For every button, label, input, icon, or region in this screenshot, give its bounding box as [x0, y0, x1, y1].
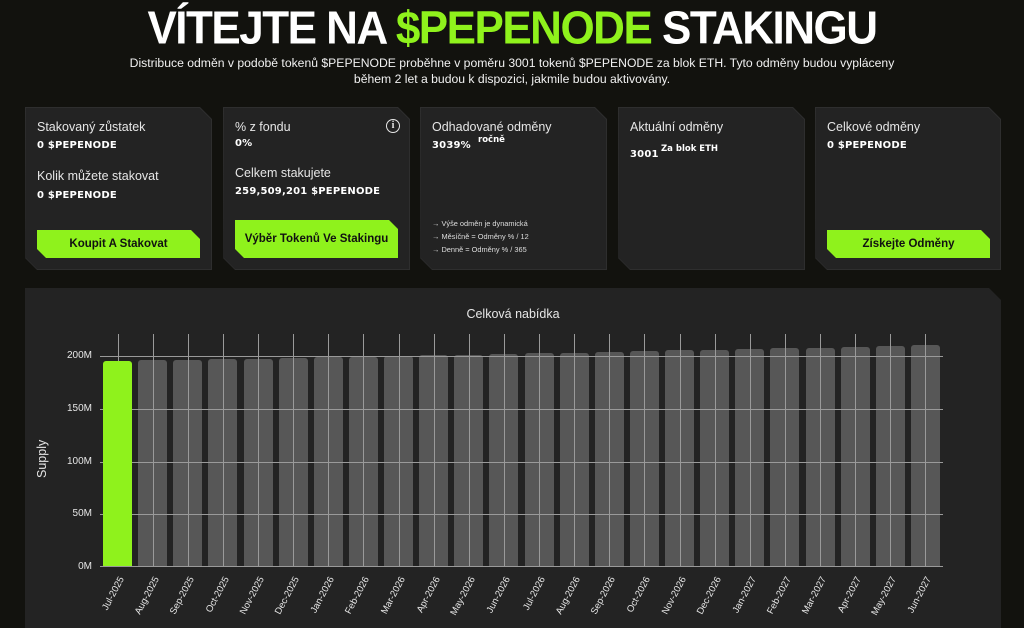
estimated-rewards-suffix: ročně	[478, 135, 505, 145]
rewards-note-monthly: → Měsíčně = Odměny % / 12	[432, 232, 529, 241]
chart-title: Celková nabídka	[466, 307, 560, 321]
hero-title: VÍTEJTE NA $PEPENODE STAKINGU	[0, 3, 1024, 56]
withdraw-staked-tokens-button[interactable]: Výběr Tokenů Ve Stakingu	[235, 220, 398, 258]
chart-vgrid-line	[680, 334, 681, 567]
chart-vgrid-line	[328, 334, 329, 567]
current-rewards-card: Aktuální odměny 3001 Za blok ETH	[618, 107, 805, 270]
staked-balance-value: 0 $PEPENODE	[37, 140, 117, 151]
current-rewards-value: 3001	[630, 149, 659, 160]
rewards-note-daily: → Denně = Odměny % / 365	[432, 245, 527, 254]
rewards-note-dynamic: → Výše odměn je dynamická	[432, 219, 528, 228]
total-rewards-card: Celkové odměny 0 $PEPENODE Získejte Odmě…	[815, 107, 1001, 270]
info-icon[interactable]: i	[386, 119, 400, 133]
chart-vgrid-line	[434, 334, 435, 567]
chart-hgrid-line	[100, 514, 943, 515]
claim-rewards-button[interactable]: Získejte Odměny	[827, 230, 990, 258]
chart-y-tick-label: 200M	[66, 350, 92, 361]
total-rewards-label: Celkové odměny	[827, 120, 921, 134]
chart-x-tick-label: Jan-2026	[308, 574, 338, 616]
chart-x-tick-label: Jun-2027	[905, 574, 935, 616]
chart-x-tick-label: Nov-2026	[659, 574, 689, 617]
pool-share-value: 0%	[235, 138, 253, 149]
chart-x-tick-label: Nov-2025	[237, 574, 267, 617]
chart-x-tick-label: Jul-2026	[521, 574, 548, 613]
chart-x-tick-label: Jul-2025	[99, 574, 127, 613]
chart-vgrid-line	[539, 334, 540, 567]
pool-share-card: % z fondu i 0% Celkem stakujete 259,509,…	[223, 107, 410, 270]
chart-vgrid-line	[188, 334, 189, 567]
chart-vgrid-line	[469, 334, 470, 567]
stakeable-label: Kolik můžete stakovat	[37, 169, 159, 183]
pool-share-label: % z fondu	[235, 120, 291, 134]
chart-x-tick-label: Oct-2025	[203, 574, 232, 615]
chart-vgrid-line	[855, 334, 856, 567]
chart-x-tick-label: Sep-2026	[589, 574, 619, 617]
chart-bar[interactable]	[103, 361, 132, 567]
chart-x-tick-label: May-2027	[869, 574, 900, 618]
staked-balance-card: Stakovaný zůstatek 0 $PEPENODE Kolik můž…	[25, 107, 212, 270]
chart-vgrid-line	[293, 334, 294, 567]
hero-subtitle: Distribuce odměn v podobě tokenů $PEPENO…	[129, 56, 895, 86]
chart-x-tick-label: May-2026	[448, 574, 478, 618]
chart-y-tick-label: 50M	[72, 508, 92, 520]
chart-vgrid-line	[715, 334, 716, 567]
chart-x-tick-label: Aug-2025	[132, 574, 162, 617]
chart-x-tick-label: Dec-2025	[272, 574, 303, 617]
buy-and-stake-button[interactable]: Koupit A Stakovat	[37, 230, 200, 258]
chart-vgrid-line	[785, 334, 786, 567]
estimated-rewards-card: Odhadované odměny 3039% ročně → Výše odm…	[420, 107, 607, 270]
stakeable-value: 0 $PEPENODE	[37, 190, 117, 201]
chart-x-tick-label: Sep-2025	[167, 574, 197, 617]
chart-hgrid-line	[100, 409, 943, 410]
total-supply-chart: Celková nabídka Supply 0M 50M 100M 150M 200M…	[25, 288, 1001, 628]
chart-x-tick-label: Feb-2027	[764, 574, 794, 616]
chart-vgrid-line	[890, 334, 891, 567]
chart-hgrid-line	[100, 356, 943, 357]
current-rewards-suffix: Za blok ETH	[661, 144, 719, 154]
chart-x-tick-label: Apr-2026	[414, 574, 443, 615]
total-staked-value: 259,509,201 $PEPENODE	[235, 186, 381, 197]
chart-hgrid-line	[100, 462, 943, 463]
chart-x-tick-label: Mar-2027	[800, 574, 829, 616]
chart-vgrid-line	[504, 334, 505, 567]
chart-vgrid-line	[363, 334, 364, 567]
chart-vgrid-line	[609, 334, 610, 567]
estimated-rewards-value: 3039%	[432, 140, 471, 151]
chart-vgrid-line	[750, 334, 751, 567]
chart-x-tick-label: Dec-2026	[694, 574, 724, 617]
estimated-rewards-label: Odhadované odměny	[432, 120, 552, 134]
chart-x-tick-label: Mar-2026	[378, 574, 408, 616]
chart-x-tick-label: Feb-2026	[343, 574, 373, 616]
chart-vgrid-line	[258, 334, 259, 567]
chart-x-tick-label: Jan-2027	[730, 574, 759, 616]
staked-balance-label: Stakovaný zůstatek	[37, 120, 146, 134]
chart-y-tick-label: 100M	[66, 455, 92, 467]
chart-x-axis-line	[100, 566, 943, 568]
chart-vgrid-line	[644, 334, 645, 567]
chart-vgrid-line	[925, 334, 926, 567]
chart-plot-area	[100, 345, 943, 567]
hero-title-pre: VÍTEJTE NA	[147, 2, 396, 55]
chart-x-tick-label: Apr-2027	[835, 574, 865, 615]
total-staked-label: Celkem stakujete	[235, 166, 331, 180]
chart-vgrid-line	[399, 334, 400, 567]
chart-x-tick-label: Jun-2026	[484, 574, 513, 616]
total-rewards-value: 0 $PEPENODE	[827, 140, 907, 151]
chart-vgrid-line	[223, 334, 224, 567]
chart-vgrid-line	[820, 334, 821, 567]
chart-y-tick-label: 0M	[78, 561, 92, 572]
chart-x-tick-label: Oct-2026	[625, 574, 654, 615]
chart-vgrid-line	[153, 334, 154, 567]
current-rewards-label: Aktuální odměny	[630, 120, 724, 134]
chart-x-tick-label: Aug-2026	[553, 574, 584, 617]
chart-y-tick-label: 150M	[66, 402, 92, 414]
hero-title-accent: $PEPENODE	[395, 2, 653, 55]
chart-vgrid-line	[574, 334, 575, 567]
hero-title-post: STAKINGU	[651, 2, 878, 55]
